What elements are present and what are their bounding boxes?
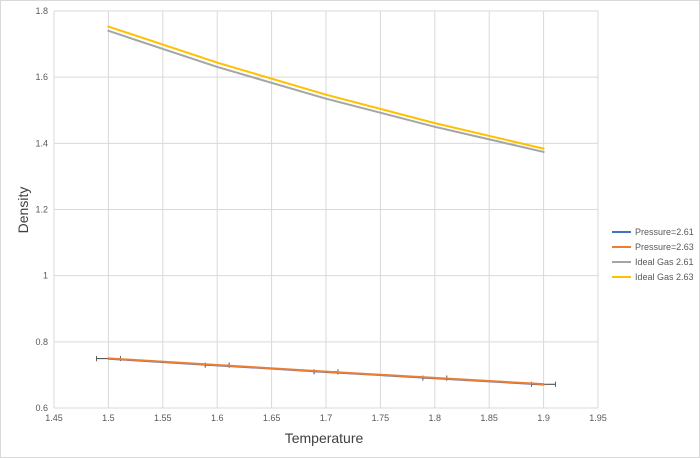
legend-label: Ideal Gas 2.61 — [635, 257, 694, 267]
data-point — [107, 29, 110, 32]
x-tick-label: 1.6 — [211, 413, 224, 423]
y-tick-label: 1.2 — [35, 205, 48, 215]
x-tick-label: 1.7 — [320, 413, 333, 423]
data-point — [325, 370, 327, 373]
x-tick-label: 1.9 — [537, 413, 550, 423]
x-tick-label: 1.55 — [154, 413, 172, 423]
x-tick-label: 1.65 — [263, 413, 281, 423]
y-tick-label: 0.8 — [35, 337, 48, 347]
data-point — [542, 147, 545, 150]
legend-label: Pressure=2.61 — [635, 227, 694, 237]
legend-item: Ideal Gas 2.61 — [612, 257, 694, 267]
legend-item: Pressure=2.61 — [612, 227, 694, 237]
y-axis-title: Density — [15, 187, 31, 234]
data-point — [325, 93, 327, 96]
legend: Pressure=2.61 Pressure=2.63 Ideal Gas 2.61… — [612, 227, 694, 282]
data-point — [216, 61, 219, 64]
x-tick-label: 1.5 — [102, 413, 115, 423]
x-tick-label: 1.8 — [429, 413, 442, 423]
y-tick-label: 0.6 — [35, 403, 48, 413]
y-tick-label: 1.8 — [35, 6, 48, 16]
data-point — [216, 66, 219, 68]
series-layer — [96, 25, 556, 388]
series-2 — [107, 29, 545, 153]
data-point — [542, 151, 545, 153]
series-1 — [96, 355, 556, 387]
x-tick-label: 1.45 — [45, 413, 63, 423]
data-point — [433, 376, 436, 379]
data-point — [325, 97, 327, 100]
y-tick-label: 1.4 — [35, 138, 48, 148]
grid — [53, 10, 599, 409]
legend-label: Ideal Gas 2.63 — [635, 272, 694, 282]
y-tick-label: 1 — [43, 271, 48, 281]
x-tick-label: 1.75 — [372, 413, 390, 423]
data-point — [216, 364, 219, 366]
data-point — [433, 125, 436, 128]
legend-item: Ideal Gas 2.63 — [612, 272, 694, 282]
data-point — [433, 122, 436, 125]
data-point — [542, 383, 545, 386]
data-point — [107, 25, 110, 28]
x-tick-label: 1.95 — [589, 413, 607, 423]
x-tick-label: 1.85 — [480, 413, 498, 423]
legend-item: Pressure=2.63 — [612, 242, 694, 252]
legend-label: Pressure=2.63 — [635, 242, 694, 252]
data-point — [107, 357, 110, 360]
y-tick-label: 1.6 — [35, 72, 48, 82]
tick-labels: 0.6 0.8 1 1.2 1.4 1.6 1.8 1.45 1.5 1.55 1.6 1.65 1.7… — [35, 6, 606, 423]
series-3 — [107, 25, 545, 150]
x-axis-title: Temperature — [285, 430, 364, 446]
